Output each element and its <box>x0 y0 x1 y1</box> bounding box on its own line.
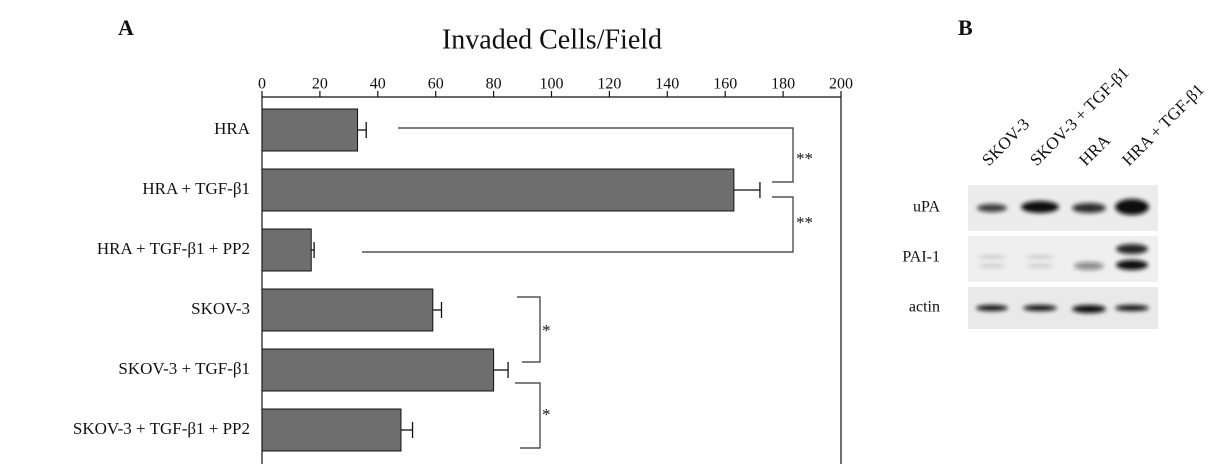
error-bar <box>734 182 760 198</box>
blot-lane-label: SKOV-3 <box>978 115 1033 170</box>
error-bar <box>494 362 508 378</box>
error-bar <box>433 302 442 318</box>
x-tick-label: 80 <box>486 76 502 93</box>
y-tick-label: SKOV-3 + TGF-β1 + PP2 <box>73 419 250 438</box>
panel-label: B <box>958 15 973 40</box>
y-tick-label: HRA + TGF-β1 <box>142 179 250 198</box>
bar <box>262 169 734 211</box>
x-tick-label: 180 <box>771 76 795 93</box>
y-tick-label: HRA + TGF-β1 + PP2 <box>97 239 250 258</box>
x-tick-label: 140 <box>655 76 679 93</box>
x-tick-label: 200 <box>829 76 853 93</box>
blot-row-label: actin <box>909 299 940 316</box>
annotation: * <box>542 405 551 424</box>
y-tick-label: SKOV-3 + TGF-β1 <box>118 359 250 378</box>
x-tick-label: 0 <box>258 76 266 93</box>
panel-label: A <box>118 15 134 40</box>
bar <box>262 349 494 391</box>
annotation: * <box>542 321 551 340</box>
bracket <box>517 297 540 362</box>
bar <box>262 409 401 451</box>
y-tick-label: SKOV-3 <box>191 299 250 318</box>
bar <box>262 229 311 271</box>
annotation: ** <box>796 213 813 232</box>
blot-row-label: PAI-1 <box>902 249 940 266</box>
chart-title: Invaded Cells/Field <box>442 24 662 55</box>
bracket <box>515 383 540 448</box>
blot-strip <box>968 236 1158 282</box>
x-tick-label: 100 <box>540 76 564 93</box>
x-tick-label: 120 <box>597 76 621 93</box>
x-tick-label: 60 <box>428 76 444 93</box>
western-blot: uPA PAI-1 actin SKOV-3 SKOV-3 + TGF-β1 H… <box>902 63 1207 329</box>
error-bar <box>358 122 367 138</box>
blot-row-label: uPA <box>913 199 940 216</box>
y-tick-label: HRA <box>214 119 251 138</box>
error-bar <box>401 422 413 438</box>
blot-lane-label: HRA <box>1075 130 1114 169</box>
x-tick-label: 40 <box>370 76 386 93</box>
x-tick-label: 160 <box>713 76 737 93</box>
annotation: ** <box>796 149 813 168</box>
bar <box>262 109 358 151</box>
x-tick-label: 20 <box>312 76 328 93</box>
blot-lane-label: HRA + TGF-β1 <box>1118 80 1208 170</box>
figure: A Invaded Cells/Field ** ** * * B <box>0 0 1216 464</box>
bar <box>262 289 433 331</box>
